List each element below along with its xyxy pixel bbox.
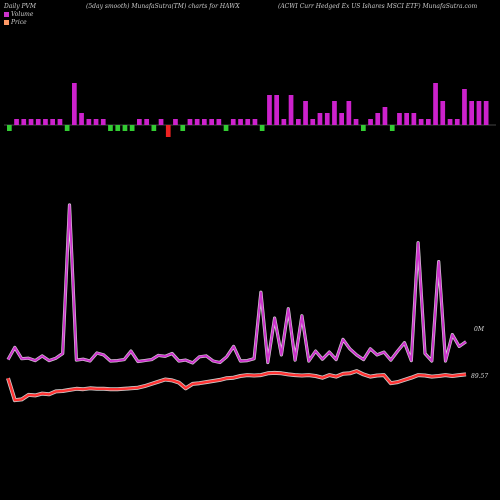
- volume-bar: [440, 101, 446, 125]
- volume-bar: [324, 113, 330, 125]
- volume-bar: [151, 125, 157, 131]
- volume-bar: [187, 119, 193, 125]
- volume-bar: [339, 113, 344, 125]
- volume-bar: [281, 119, 287, 125]
- legend-price: Price: [4, 19, 27, 26]
- legend-volume-label: Volume: [11, 11, 34, 18]
- volume-bar: [476, 101, 482, 125]
- volume-bar: [397, 113, 402, 125]
- volume-bar: [238, 119, 243, 125]
- price-line-glow: [6, 369, 467, 403]
- volume-bar: [346, 101, 352, 125]
- volume-bar: [72, 83, 77, 125]
- volume-line-glow: [6, 203, 467, 365]
- volume-bar: [447, 119, 453, 125]
- volume-bar: [252, 119, 258, 125]
- volume-bar: [353, 119, 359, 125]
- header-title: (5day smooth) MunafaSutra(TM) charts for…: [86, 3, 240, 10]
- volume-bar: [418, 119, 424, 125]
- volume-bar: [433, 83, 438, 125]
- volume-bar: [28, 119, 34, 125]
- volume-bar: [100, 119, 106, 125]
- volume-bar: [259, 125, 265, 131]
- volume-bar: [43, 119, 48, 125]
- legend-volume-swatch: [4, 12, 9, 17]
- volume-bar: [368, 119, 373, 125]
- volume-bar: [202, 119, 207, 125]
- volume-line: [7, 204, 467, 364]
- volume-bar: [303, 101, 308, 125]
- volume-bar: [86, 119, 92, 125]
- volume-bar: [230, 119, 236, 125]
- volume-bar: [165, 125, 171, 137]
- volume-bar: [7, 125, 12, 131]
- volume-bar: [317, 113, 323, 125]
- volume-bar: [404, 113, 409, 125]
- volume-bar: [144, 119, 149, 125]
- volume-bar: [411, 113, 417, 125]
- volume-bar: [483, 101, 489, 125]
- volume-bar: [223, 125, 229, 131]
- volume-bar: [454, 119, 460, 125]
- legend-price-label: Price: [11, 19, 27, 26]
- volume-bar: [137, 119, 142, 125]
- volume-bar: [245, 119, 251, 125]
- volume-bar: [173, 119, 178, 125]
- volume-bar: [288, 95, 294, 125]
- header-left: Daily PVM: [4, 3, 37, 10]
- volume-bar: [64, 125, 70, 131]
- header-subtitle: (ACWI Curr Hedged Ex US Ishares MSCI ETF…: [278, 3, 478, 10]
- volume-bar: [21, 119, 27, 125]
- volume-last-label: 0M: [474, 326, 485, 333]
- volume-bar: [274, 95, 279, 125]
- legend-volume: Volume: [4, 11, 33, 18]
- volume-bar: [310, 119, 316, 125]
- volume-bar: [93, 119, 99, 125]
- volume-bar: [122, 125, 128, 131]
- volume-bar: [361, 125, 366, 131]
- volume-bar: [382, 107, 388, 125]
- volume-bar: [50, 119, 55, 125]
- volume-bar: [426, 119, 431, 125]
- volume-bar: [158, 119, 164, 125]
- volume-bar: [35, 119, 41, 125]
- volume-bar: [180, 125, 186, 131]
- volume-bar: [79, 113, 84, 125]
- volume-bar: [216, 119, 222, 125]
- price-line: [6, 369, 467, 402]
- volume-bar: [14, 119, 19, 125]
- volume-bar: [332, 101, 337, 125]
- price-last-label: 89.57: [471, 373, 488, 380]
- volume-bar: [375, 113, 381, 125]
- volume-bar: [129, 125, 135, 131]
- volume-bar: [108, 125, 113, 131]
- legend-price-swatch: [4, 20, 9, 25]
- volume-bar: [57, 119, 63, 125]
- volume-bar: [469, 101, 474, 125]
- volume-bar: [115, 125, 121, 131]
- volume-bar: [194, 119, 200, 125]
- volume-bar: [209, 119, 214, 125]
- volume-bar: [296, 119, 301, 125]
- volume-bar: [267, 95, 272, 125]
- volume-bar: [462, 89, 467, 125]
- volume-bar: [389, 125, 395, 131]
